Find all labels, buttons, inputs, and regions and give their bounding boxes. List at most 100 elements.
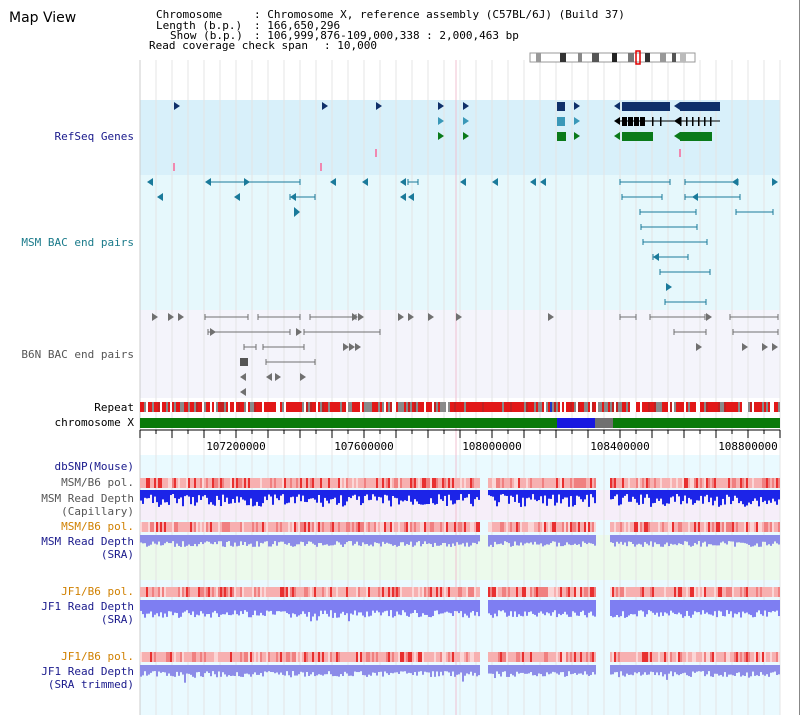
depth-bar: [746, 600, 748, 613]
pol-cell: [356, 478, 358, 488]
depth-bar: [342, 490, 344, 507]
depth-bar: [198, 600, 200, 616]
depth-bar: [510, 490, 512, 496]
msm-depth-cap-label[interactable]: MSM Read Depth: [41, 492, 134, 505]
repeat-element: [720, 402, 722, 412]
msm-pol-label-1[interactable]: MSM/B6 pol.: [61, 476, 134, 489]
depth-bar: [624, 490, 626, 496]
depth-bar: [662, 490, 664, 505]
pol-cell: [378, 522, 380, 532]
pol-cell: [196, 587, 198, 597]
jf1-pol-label-2[interactable]: JF1/B6 pol.: [61, 650, 134, 663]
depth-bar: [150, 600, 152, 612]
pol-cell: [592, 478, 594, 488]
repeat-element: [718, 402, 720, 412]
depth-bar: [186, 600, 188, 611]
depth-bar: [422, 490, 424, 505]
depth-bar: [146, 535, 148, 547]
pol-cell: [536, 478, 538, 488]
depth-bar: [290, 490, 292, 498]
pol-cell: [326, 652, 328, 662]
repeat-element: [390, 402, 392, 412]
depth-bar: [248, 600, 250, 618]
jf1-depth-sra-label[interactable]: JF1 Read Depth: [41, 600, 134, 613]
pol-cell: [450, 587, 452, 597]
pol-cell: [440, 478, 442, 488]
pol-cell: [316, 478, 318, 488]
depth-bar: [236, 490, 238, 497]
depth-bar: [488, 600, 490, 614]
pol-cell: [142, 478, 144, 488]
depth-bar: [296, 535, 298, 545]
depth-bar: [476, 535, 478, 545]
pol-cell: [588, 522, 590, 532]
depth-bar: [386, 600, 388, 611]
pol-cell: [656, 652, 658, 662]
depth-bar: [572, 600, 574, 612]
pol-cell: [742, 522, 744, 532]
msm-bac-label[interactable]: MSM BAC end pairs: [21, 236, 134, 249]
pol-cell: [450, 478, 452, 488]
depth-bar: [284, 665, 286, 676]
depth-bar: [640, 665, 642, 676]
pol-cell: [274, 587, 276, 597]
pol-cell: [404, 652, 406, 662]
pol-cell: [392, 478, 394, 488]
depth-bar: [226, 665, 228, 677]
pol-cell: [776, 478, 778, 488]
depth-bar: [742, 490, 744, 505]
depth-bar: [206, 665, 208, 672]
pol-cell: [442, 522, 444, 532]
refseq-genes-label[interactable]: RefSeq Genes: [54, 130, 134, 143]
pol-cell: [408, 522, 410, 532]
pol-cell: [388, 478, 390, 488]
jf1-pol-label-1[interactable]: JF1/B6 pol.: [61, 585, 134, 598]
pol-cell: [200, 652, 202, 662]
dbsnp-label[interactable]: dbSNP(Mouse): [54, 460, 134, 473]
depth-bar: [574, 490, 576, 506]
depth-bar: [218, 535, 220, 542]
depth-bar: [380, 600, 382, 616]
pol-cell: [498, 652, 500, 662]
jf1-depth-trim-label[interactable]: JF1 Read Depth: [41, 665, 134, 678]
pol-cell: [316, 652, 318, 662]
pol-cell: [624, 652, 626, 662]
axis-tick-label: 108400000: [590, 440, 650, 453]
depth-bar: [194, 535, 196, 544]
pol-cell: [732, 478, 734, 488]
repeat-element: [182, 402, 184, 412]
pol-cell: [254, 522, 256, 532]
depth-bar: [768, 490, 770, 501]
gene-mark: [320, 163, 322, 171]
pol-cell: [494, 652, 496, 662]
pol-cell: [690, 522, 692, 532]
pol-cell: [210, 587, 212, 597]
depth-bar: [460, 535, 462, 545]
repeat-element: [574, 402, 576, 412]
b6n-bac-label[interactable]: B6N BAC end pairs: [21, 348, 134, 361]
pol-cell: [264, 522, 266, 532]
msm-depth-sra-label[interactable]: MSM Read Depth: [41, 535, 134, 548]
msm-pol-label-2[interactable]: MSM/B6 pol.: [61, 520, 134, 533]
pol-cell: [278, 478, 280, 488]
repeat-element: [382, 402, 384, 412]
pol-cell: [394, 652, 396, 662]
pol-cell: [750, 478, 752, 488]
pol-cell: [640, 587, 642, 597]
pol-cell: [278, 522, 280, 532]
bac-end: [275, 373, 281, 381]
depth-bar: [354, 600, 356, 611]
pol-cell: [770, 587, 772, 597]
depth-bar: [616, 535, 618, 542]
repeat-element: [222, 402, 224, 412]
pol-cell: [386, 652, 388, 662]
pol-cell: [496, 587, 498, 597]
depth-bar: [180, 665, 182, 673]
depth-bar: [360, 490, 362, 506]
pol-cell: [410, 587, 412, 597]
pol-cell: [562, 478, 564, 488]
depth-bar: [742, 665, 744, 676]
depth-bar: [430, 665, 432, 677]
depth-bar: [590, 490, 592, 495]
